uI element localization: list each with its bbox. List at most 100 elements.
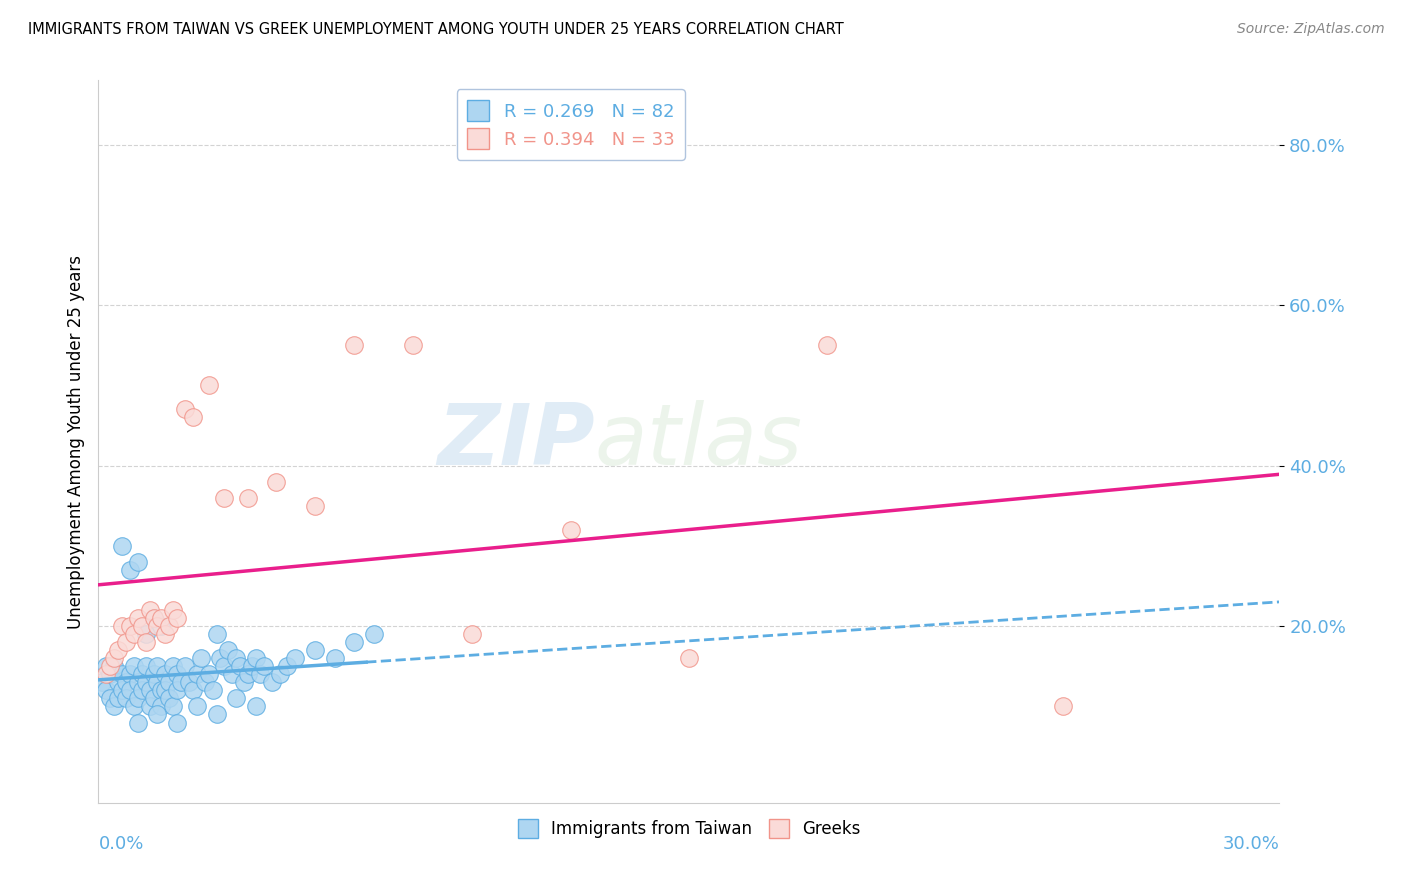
- Point: [177, 675, 200, 690]
- Point: [197, 667, 219, 681]
- Point: [157, 691, 180, 706]
- Point: [107, 691, 129, 706]
- Point: [111, 667, 134, 681]
- Point: [269, 667, 291, 681]
- Point: [127, 715, 149, 730]
- Point: [118, 563, 141, 577]
- Point: [229, 659, 252, 673]
- Point: [98, 667, 121, 681]
- Point: [162, 659, 184, 673]
- Point: [150, 699, 173, 714]
- Point: [197, 378, 219, 392]
- Point: [260, 675, 283, 690]
- Point: [276, 659, 298, 673]
- Text: Source: ZipAtlas.com: Source: ZipAtlas.com: [1237, 22, 1385, 37]
- Text: IMMIGRANTS FROM TAIWAN VS GREEK UNEMPLOYMENT AMONG YOUTH UNDER 25 YEARS CORRELAT: IMMIGRANTS FROM TAIWAN VS GREEK UNEMPLOY…: [28, 22, 844, 37]
- Point: [135, 635, 157, 649]
- Point: [98, 659, 121, 673]
- Point: [217, 643, 239, 657]
- Point: [201, 683, 224, 698]
- Point: [122, 627, 145, 641]
- Point: [96, 683, 118, 698]
- Point: [253, 659, 276, 673]
- Point: [205, 627, 228, 641]
- Point: [560, 523, 582, 537]
- Point: [162, 699, 184, 714]
- Point: [155, 667, 177, 681]
- Point: [103, 659, 125, 673]
- Point: [150, 683, 173, 698]
- Point: [236, 667, 259, 681]
- Point: [115, 691, 138, 706]
- Text: 0.0%: 0.0%: [98, 835, 143, 853]
- Point: [815, 338, 838, 352]
- Point: [323, 651, 346, 665]
- Point: [103, 699, 125, 714]
- Point: [142, 611, 165, 625]
- Point: [135, 627, 157, 641]
- Point: [249, 667, 271, 681]
- Point: [166, 667, 188, 681]
- Point: [138, 603, 160, 617]
- Point: [181, 683, 204, 698]
- Point: [245, 651, 267, 665]
- Point: [190, 651, 212, 665]
- Point: [135, 659, 157, 673]
- Point: [111, 539, 134, 553]
- Point: [146, 707, 169, 722]
- Point: [146, 675, 169, 690]
- Point: [150, 611, 173, 625]
- Point: [127, 675, 149, 690]
- Text: ZIP: ZIP: [437, 400, 595, 483]
- Text: atlas: atlas: [595, 400, 803, 483]
- Point: [1052, 699, 1074, 714]
- Point: [240, 659, 263, 673]
- Point: [122, 699, 145, 714]
- Point: [174, 659, 197, 673]
- Point: [127, 555, 149, 569]
- Point: [181, 410, 204, 425]
- Point: [111, 619, 134, 633]
- Point: [146, 619, 169, 633]
- Point: [209, 651, 232, 665]
- Point: [343, 338, 366, 352]
- Text: 30.0%: 30.0%: [1223, 835, 1279, 853]
- Point: [186, 699, 208, 714]
- Point: [135, 675, 157, 690]
- Point: [402, 338, 425, 352]
- Point: [225, 691, 247, 706]
- Point: [214, 659, 236, 673]
- Point: [264, 475, 287, 489]
- Point: [107, 643, 129, 657]
- Point: [138, 683, 160, 698]
- Y-axis label: Unemployment Among Youth under 25 years: Unemployment Among Youth under 25 years: [66, 254, 84, 629]
- Point: [142, 691, 165, 706]
- Point: [115, 675, 138, 690]
- Point: [343, 635, 366, 649]
- Point: [118, 619, 141, 633]
- Point: [91, 675, 114, 690]
- Point: [146, 659, 169, 673]
- Point: [304, 499, 326, 513]
- Point: [166, 683, 188, 698]
- Point: [166, 715, 188, 730]
- Point: [127, 691, 149, 706]
- Legend: Immigrants from Taiwan, Greeks: Immigrants from Taiwan, Greeks: [510, 813, 868, 845]
- Point: [162, 603, 184, 617]
- Point: [194, 675, 217, 690]
- Point: [138, 699, 160, 714]
- Point: [236, 491, 259, 505]
- Point: [107, 675, 129, 690]
- Point: [284, 651, 307, 665]
- Point: [157, 675, 180, 690]
- Point: [363, 627, 385, 641]
- Point: [205, 707, 228, 722]
- Point: [150, 619, 173, 633]
- Point: [245, 699, 267, 714]
- Point: [221, 667, 243, 681]
- Point: [96, 667, 118, 681]
- Point: [157, 619, 180, 633]
- Point: [127, 611, 149, 625]
- Point: [142, 611, 165, 625]
- Point: [155, 627, 177, 641]
